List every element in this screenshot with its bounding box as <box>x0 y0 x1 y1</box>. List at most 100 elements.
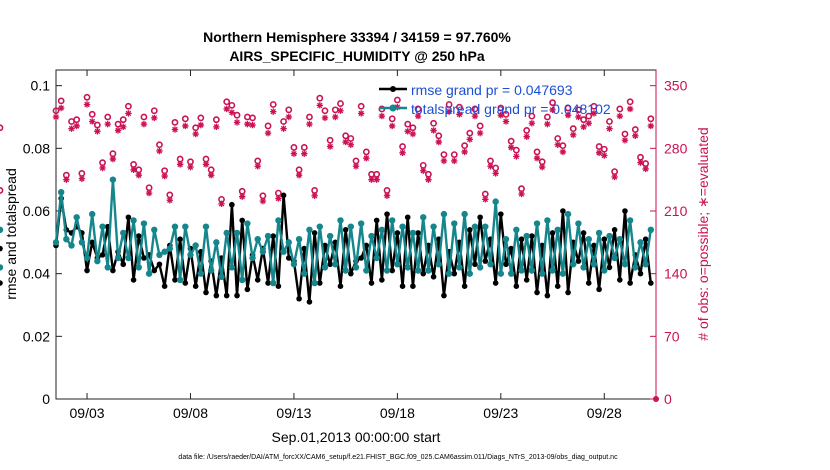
rmse-point <box>508 245 514 252</box>
totalspread-point <box>285 239 292 246</box>
evaluated-point <box>140 120 148 128</box>
totalspread-line <box>54 178 652 285</box>
evaluated-point <box>285 113 292 121</box>
totalspread-point <box>523 232 530 240</box>
totalspread-point <box>575 220 582 227</box>
totalspread-point <box>606 232 613 240</box>
possible-point <box>523 127 531 134</box>
totalspread-point <box>94 257 101 265</box>
possible-point <box>466 129 474 137</box>
rmse-point <box>477 214 483 221</box>
rmse-point <box>611 227 618 233</box>
totalspread-point <box>280 248 287 255</box>
totalspread-point <box>202 223 210 230</box>
rmse-point <box>172 277 178 283</box>
rmse-point <box>389 267 396 274</box>
evaluated-point <box>342 138 349 146</box>
totalspread-point <box>559 270 567 277</box>
evaluated-point <box>378 112 386 120</box>
rmse-point <box>280 192 287 199</box>
possible-point <box>181 115 189 123</box>
possible-point <box>647 115 655 123</box>
evaluated-point <box>176 161 184 168</box>
possible-point <box>249 114 256 122</box>
rmse-point <box>223 292 230 299</box>
rmse-point <box>337 283 344 290</box>
totalspread-point <box>425 267 432 274</box>
evaluated-point <box>109 155 117 163</box>
possible-point <box>404 120 412 128</box>
totalspread-point <box>435 261 442 268</box>
legend-rmse-label: rmse grand pr = 0.047693 <box>411 82 573 98</box>
possible-point <box>543 113 551 121</box>
evaluated-point <box>156 147 163 155</box>
possible-point <box>300 144 308 151</box>
rmse-point <box>379 277 385 283</box>
evaluated-point <box>280 125 287 132</box>
evaluated-point <box>564 112 572 119</box>
rmse-point <box>596 286 602 293</box>
rmse-point <box>285 255 292 261</box>
rmse-point <box>472 261 478 268</box>
evaluated-point <box>94 128 101 135</box>
legend-rmse-marker <box>390 86 396 92</box>
possible-point <box>393 96 401 104</box>
possible-point <box>57 97 65 105</box>
totalspread-point <box>140 220 148 227</box>
evaluated-point <box>420 167 427 174</box>
x-tick-label: 09/18 <box>380 405 415 421</box>
rmse-point <box>580 230 587 236</box>
possible-point <box>150 107 158 115</box>
rmse-point <box>254 277 261 283</box>
evaluated-point <box>626 105 634 113</box>
evaluated-point <box>451 157 458 165</box>
possible-point <box>88 110 96 118</box>
possible-point <box>306 113 313 121</box>
totalspread-point <box>156 251 163 259</box>
totalspread-point <box>451 220 458 227</box>
y-tick-label: 0.06 <box>23 203 50 219</box>
evaluated-point <box>161 172 168 180</box>
rmse-point <box>311 230 318 236</box>
evaluated-point <box>270 108 277 115</box>
rmse-point <box>394 230 401 236</box>
rmse-point <box>342 227 349 233</box>
possible-point <box>0 187 4 194</box>
possible-point <box>337 100 344 107</box>
totalspread-point <box>430 223 437 230</box>
evaluated-point <box>621 137 629 144</box>
rmse-point <box>430 274 437 280</box>
evaluated-point <box>295 171 303 179</box>
possible-point <box>347 135 355 142</box>
evaluated-point <box>399 149 406 157</box>
evaluated-point <box>244 120 251 128</box>
evaluated-point <box>549 106 556 114</box>
rmse-point <box>498 211 504 217</box>
rmse-point <box>606 264 613 271</box>
evaluated-point <box>611 173 618 181</box>
totalspread-point <box>295 236 303 243</box>
rmse-point <box>363 242 370 249</box>
evaluated-point <box>409 130 417 138</box>
evaluated-point <box>466 136 473 143</box>
rmse-point <box>410 283 416 290</box>
totalspread-point <box>621 261 629 268</box>
rmse-point <box>192 283 199 290</box>
totalspread-point <box>89 210 96 218</box>
y-tick-label: 0.04 <box>23 266 50 282</box>
chart-title: Northern Hemisphere 33394 / 34159 = 97.7… <box>203 29 511 45</box>
evaluated-point <box>616 112 623 120</box>
rmse-point <box>575 258 582 264</box>
totalspread-point <box>420 214 427 221</box>
rmse-point <box>177 236 183 242</box>
possible-point <box>512 146 520 154</box>
totalspread-point <box>414 267 422 274</box>
evaluated-point <box>213 123 220 131</box>
rmse-point <box>461 283 468 290</box>
evaluated-point <box>301 150 308 157</box>
rmse-point <box>642 236 649 242</box>
evaluated-point <box>528 120 536 127</box>
evaluated-point <box>471 112 479 120</box>
evaluated-point <box>151 114 158 122</box>
totalspread-point <box>109 176 117 183</box>
